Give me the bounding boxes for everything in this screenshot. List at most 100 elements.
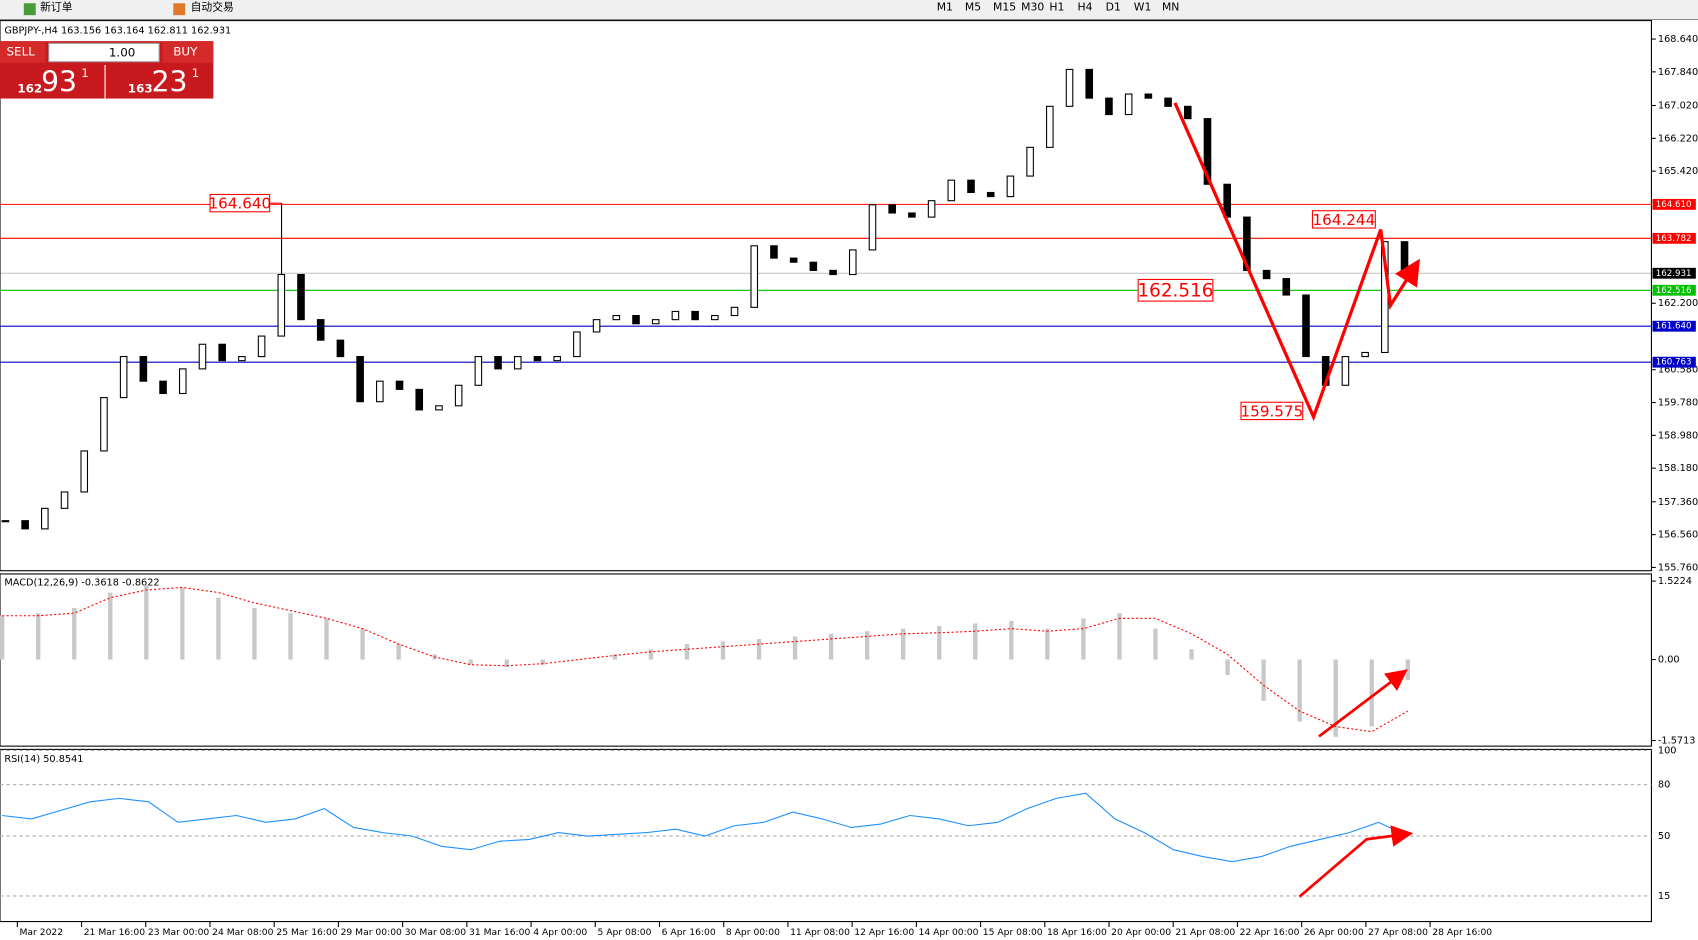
macd-bar	[792, 636, 798, 660]
candle	[1302, 294, 1310, 358]
auto-trading[interactable]: 自动交易	[191, 0, 234, 14]
macd-bar	[612, 654, 618, 660]
time-label: 21 Mar 16:00	[84, 927, 145, 938]
candle	[1282, 278, 1291, 296]
level-label: 163.782	[1656, 234, 1692, 244]
time-label: 31 Mar 16:00	[469, 927, 530, 938]
time-label: 29 Mar 00:00	[341, 927, 402, 938]
candle	[454, 384, 463, 407]
lots: 1.00	[109, 46, 136, 60]
candle	[277, 273, 286, 337]
time-label: 27 Apr 08:00	[1368, 927, 1428, 938]
macd-bar	[756, 638, 762, 660]
timeframe[interactable]: MN	[1162, 1, 1179, 14]
macd-bar	[1153, 628, 1158, 660]
candle	[1341, 356, 1350, 386]
candle	[1183, 105, 1192, 120]
level-label: 162.931	[1656, 269, 1692, 279]
candle	[1203, 118, 1212, 185]
toolbar	[0, 0, 1698, 20]
macd-bar	[216, 597, 221, 660]
macd-bar	[396, 644, 401, 660]
candle	[711, 315, 719, 321]
buy-label: BUY	[173, 44, 198, 58]
buy-button[interactable]	[162, 41, 214, 63]
timeframe[interactable]: M15	[993, 1, 1016, 14]
macd-bar	[1189, 649, 1194, 660]
candle	[119, 356, 128, 399]
macd-bar	[1333, 659, 1338, 737]
candle	[238, 356, 246, 362]
candle	[1105, 97, 1113, 116]
ask-big: 163	[128, 81, 153, 95]
macd-arrow	[1318, 669, 1408, 738]
candle	[1400, 241, 1409, 276]
time-label: 14 Apr 00:00	[919, 927, 979, 938]
candle	[1124, 93, 1133, 116]
macd-bar	[828, 633, 834, 660]
time-label: Mar 2022	[19, 927, 63, 938]
price-tick-label: 166.220	[1658, 133, 1698, 144]
timeframe[interactable]: H1	[1049, 1, 1064, 14]
new-order-icon[interactable]	[23, 3, 36, 16]
candle	[474, 356, 483, 386]
candle	[1, 520, 10, 523]
rsi-tick-label: 80	[1658, 780, 1670, 791]
timeframe[interactable]: M5	[965, 1, 981, 14]
candle	[868, 204, 877, 251]
timeframe[interactable]: H4	[1077, 1, 1092, 14]
level-label: 162.516	[1656, 286, 1692, 296]
timeframe[interactable]: W1	[1134, 1, 1152, 14]
macd-pane	[0, 573, 1652, 747]
candle	[41, 507, 49, 530]
macd-bar	[684, 644, 690, 660]
bid-big: 162	[17, 81, 42, 95]
candle	[1144, 93, 1153, 99]
timeframe[interactable]: M30	[1021, 1, 1044, 14]
time-label: 24 Mar 08:00	[212, 927, 273, 938]
candle	[573, 331, 581, 358]
new-order[interactable]: 新订单	[40, 0, 73, 14]
macd-bar	[72, 608, 77, 660]
rsi-tick-label: 50	[1658, 831, 1670, 842]
price-annotation-box	[1311, 210, 1376, 229]
candle	[651, 319, 660, 325]
ask-main: 23	[152, 65, 188, 98]
macd-bar	[1225, 659, 1230, 676]
candle	[395, 380, 404, 390]
macd-bar	[468, 659, 473, 665]
candle	[533, 356, 542, 362]
candle	[789, 257, 798, 263]
macd-bar	[1045, 628, 1050, 660]
lots-input[interactable]	[48, 42, 160, 63]
candle	[257, 335, 266, 358]
time-label: 18 Apr 16:00	[1047, 927, 1107, 938]
time-label: 6 Apr 16:00	[662, 927, 716, 938]
level-tag	[1652, 267, 1696, 279]
time-label: 4 Apr 00:00	[533, 927, 587, 938]
macd-bar	[1261, 659, 1266, 701]
macd-bar	[360, 628, 365, 660]
price-arrow	[1173, 102, 1420, 422]
sell-button[interactable]	[0, 41, 46, 63]
candle	[927, 200, 936, 218]
macd-bar	[720, 641, 726, 660]
time-label: 21 Apr 08:00	[1175, 927, 1235, 938]
macd-bar	[1369, 659, 1374, 727]
auto-trading-icon[interactable]	[173, 3, 186, 16]
candle	[730, 306, 739, 317]
macd-bar	[288, 613, 293, 660]
price-annotation: 159.575	[1241, 403, 1304, 421]
time-label: 8 Apr 00:00	[726, 927, 780, 938]
candle	[218, 343, 226, 362]
level-tag	[1652, 356, 1696, 368]
candle	[376, 380, 384, 403]
candle	[888, 204, 896, 214]
macd-header: MACD(12,26,9) -0.3618 -0.8622	[4, 578, 159, 589]
time-label: 12 Apr 16:00	[854, 927, 914, 938]
macd-bar	[1297, 659, 1302, 722]
candle	[691, 310, 699, 321]
timeframe[interactable]: D1	[1106, 1, 1121, 14]
timeframe[interactable]: M1	[937, 1, 953, 14]
